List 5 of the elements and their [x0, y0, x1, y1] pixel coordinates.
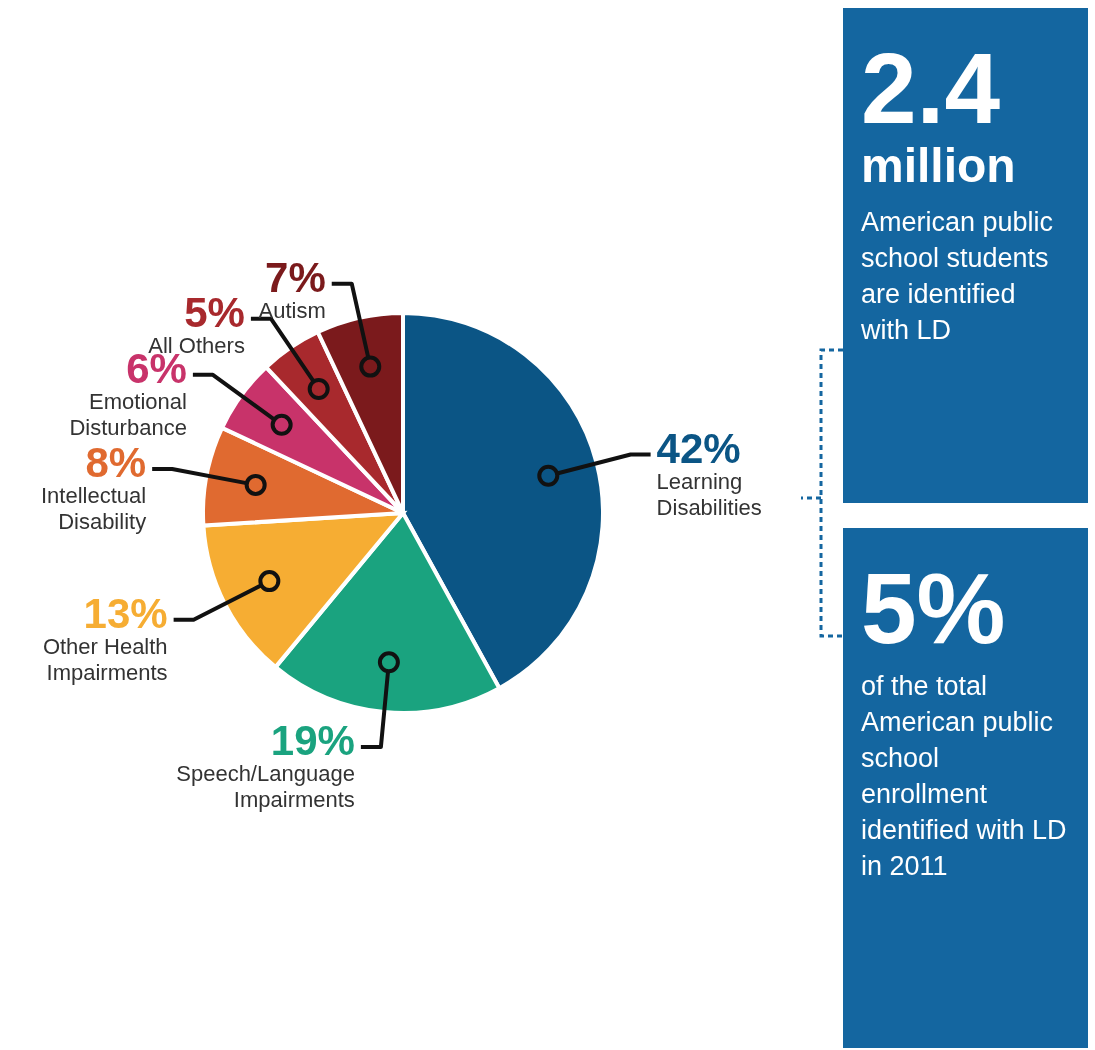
text: American public school students are identified with LD — [861, 206, 1055, 347]
slice-label: Emotional Disturbance — [69, 388, 187, 440]
data-label: 5% — [184, 288, 245, 336]
text: of the total American public school enrollment identified with LD in 2011 — [861, 670, 1068, 883]
text: 5% — [861, 552, 1007, 664]
